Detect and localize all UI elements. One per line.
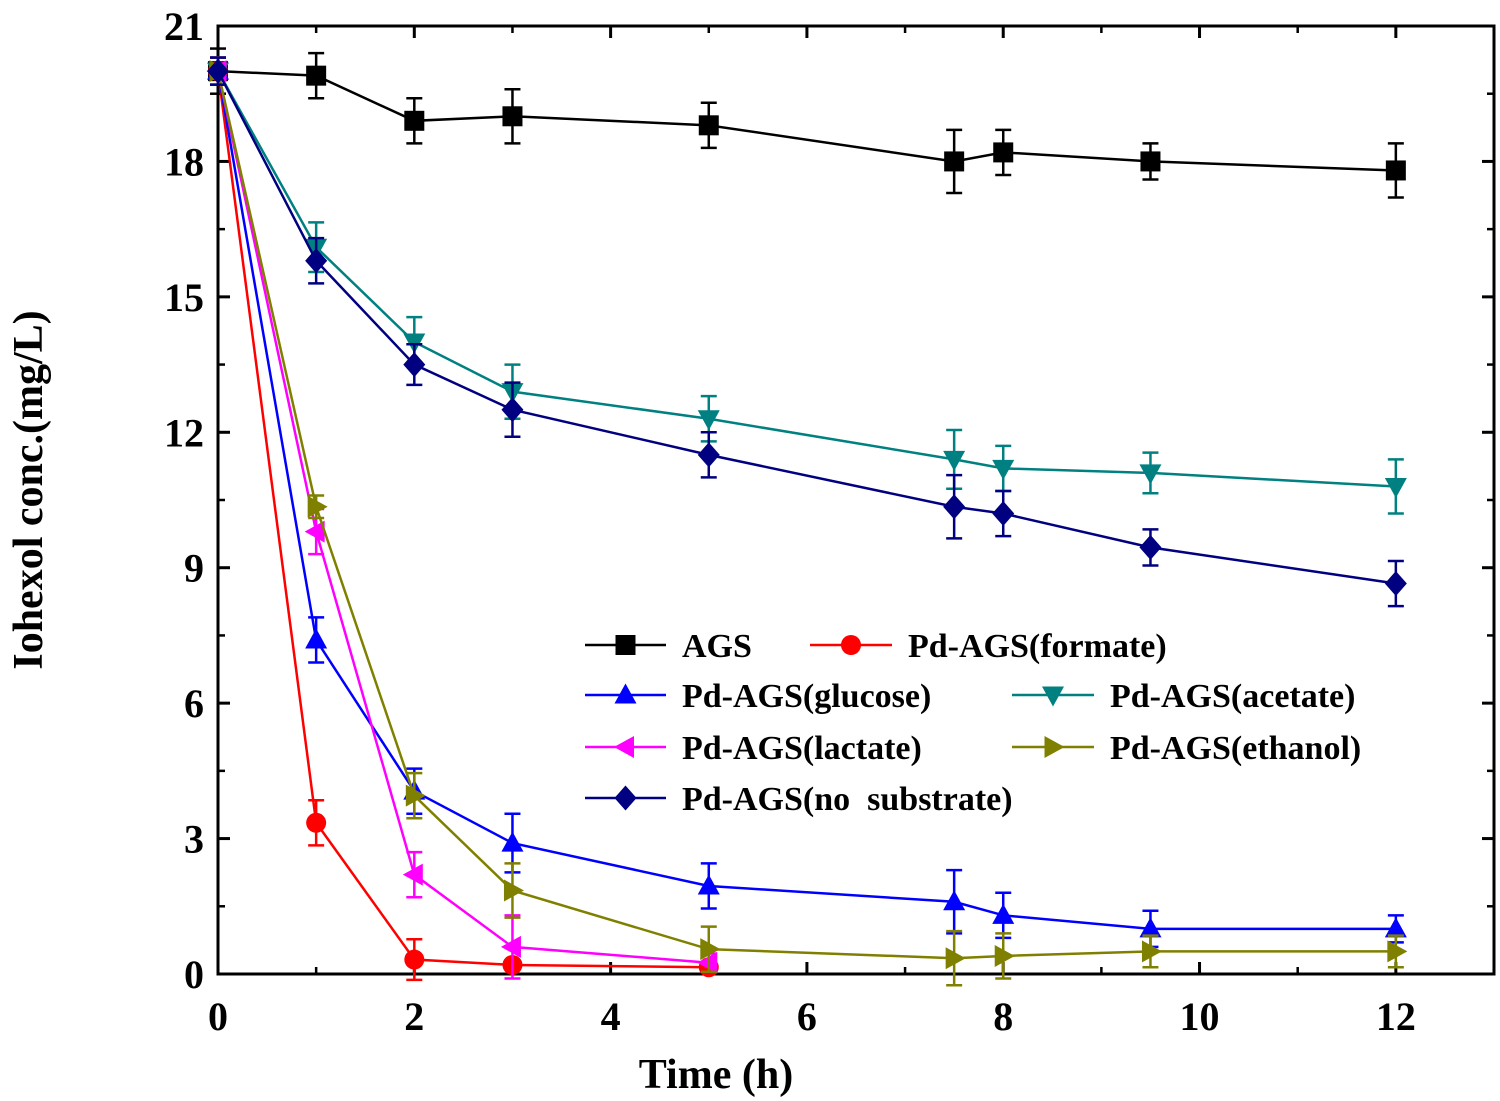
data-point	[698, 115, 719, 136]
data-point	[1385, 160, 1406, 181]
y-tick-label: 6	[184, 681, 204, 726]
series-pd-ags-no-substrate	[207, 56, 1407, 608]
data-point	[1141, 940, 1162, 963]
data-point	[307, 495, 328, 518]
legend-item: Pd-AGS(formate)	[810, 628, 1167, 665]
legend: AGS Pd-AGS(formate) Pd-AGS(glucose) Pd-AGS(…	[585, 628, 1361, 818]
legend-marker	[1042, 686, 1064, 707]
y-tick-label: 12	[164, 410, 204, 455]
series-line	[216, 70, 1397, 585]
legend-item: AGS	[585, 628, 752, 665]
data-point	[305, 248, 328, 274]
data-point	[944, 151, 965, 172]
legend-marker	[841, 635, 861, 655]
data-point	[943, 890, 966, 911]
data-point	[207, 58, 229, 84]
legend-label: Pd-AGS(formate)	[908, 628, 1167, 665]
legend-item: Pd-AGS(ethanol)	[1012, 730, 1361, 767]
x-tick-label: 0	[208, 994, 228, 1039]
y-tick-label: 0	[184, 952, 204, 997]
y-tick-label: 18	[164, 139, 204, 184]
data-point	[943, 494, 966, 520]
data-point	[402, 863, 423, 886]
data-point	[1139, 464, 1162, 485]
data-point	[943, 450, 966, 471]
x-axis: 0 2 4 6 8 10 12	[208, 26, 1416, 1039]
y-tick-label: 9	[184, 546, 204, 591]
legend-item: Pd-AGS(no substrate)	[585, 781, 1013, 818]
series-ags	[208, 47, 1406, 199]
legend-label: Pd-AGS(ethanol)	[1110, 730, 1361, 767]
series-pd-ags-acetate	[207, 56, 1407, 515]
legend-label: Pd-AGS(lactate)	[682, 730, 922, 767]
data-point	[994, 944, 1015, 967]
x-tick-label: 4	[601, 994, 621, 1039]
data-point	[1140, 151, 1161, 172]
data-point	[945, 947, 966, 970]
data-point	[304, 520, 325, 543]
legend-item: Pd-AGS(acetate)	[1012, 678, 1355, 715]
x-axis-title: Time (h)	[639, 1052, 793, 1098]
legend-label: Pd-AGS(acetate)	[1110, 678, 1355, 715]
y-axis-title: Iohexol conc.(mg/L)	[6, 310, 52, 669]
data-point	[502, 106, 523, 127]
data-point	[1387, 940, 1408, 963]
y-tick-label: 3	[184, 817, 204, 862]
data-point	[697, 442, 720, 468]
legend-marker	[614, 736, 634, 758]
legend-marker	[615, 635, 636, 655]
data-point	[305, 628, 328, 649]
x-tick-label: 10	[1180, 994, 1220, 1039]
y-tick-label: 21	[164, 4, 204, 49]
series-line	[216, 70, 1396, 488]
data-point	[1384, 571, 1407, 597]
data-point	[1384, 477, 1407, 498]
series-group	[206, 47, 1408, 987]
legend-marker	[1044, 736, 1065, 758]
data-point	[993, 142, 1014, 163]
series-line	[217, 69, 1396, 172]
data-point	[992, 459, 1015, 480]
data-point	[501, 831, 524, 852]
data-point	[500, 935, 521, 958]
data-point	[697, 410, 720, 431]
data-point	[503, 879, 524, 902]
y-tick-label: 15	[164, 275, 204, 320]
data-point	[501, 397, 524, 423]
data-point	[306, 65, 327, 86]
legend-item: Pd-AGS(glucose)	[585, 678, 931, 715]
legend-label: AGS	[682, 628, 752, 665]
series-pd-ags-ethanol	[209, 56, 1408, 987]
legend-label: Pd-AGS(no substrate)	[682, 781, 1013, 818]
data-point	[992, 903, 1015, 924]
y-axis: 0 3 6 9 12 15 18 21	[164, 4, 1494, 997]
series-line	[216, 70, 1396, 960]
legend-marker	[614, 785, 637, 811]
data-point	[306, 812, 327, 833]
legend-item: Pd-AGS(lactate)	[585, 730, 922, 767]
data-point	[405, 784, 426, 807]
data-point	[1139, 534, 1162, 560]
x-tick-label: 2	[404, 994, 424, 1039]
x-tick-label: 6	[797, 994, 817, 1039]
data-point	[697, 874, 720, 895]
data-point	[1384, 917, 1407, 938]
data-point	[404, 949, 425, 970]
x-tick-label: 8	[993, 994, 1013, 1039]
data-point	[1139, 917, 1162, 938]
data-point	[403, 352, 426, 378]
legend-label: Pd-AGS(glucose)	[682, 678, 931, 715]
x-tick-label: 12	[1376, 994, 1416, 1039]
data-point	[404, 110, 425, 131]
data-point	[700, 938, 721, 961]
data-point	[697, 951, 718, 974]
data-point	[992, 501, 1015, 527]
legend-marker	[614, 683, 637, 704]
